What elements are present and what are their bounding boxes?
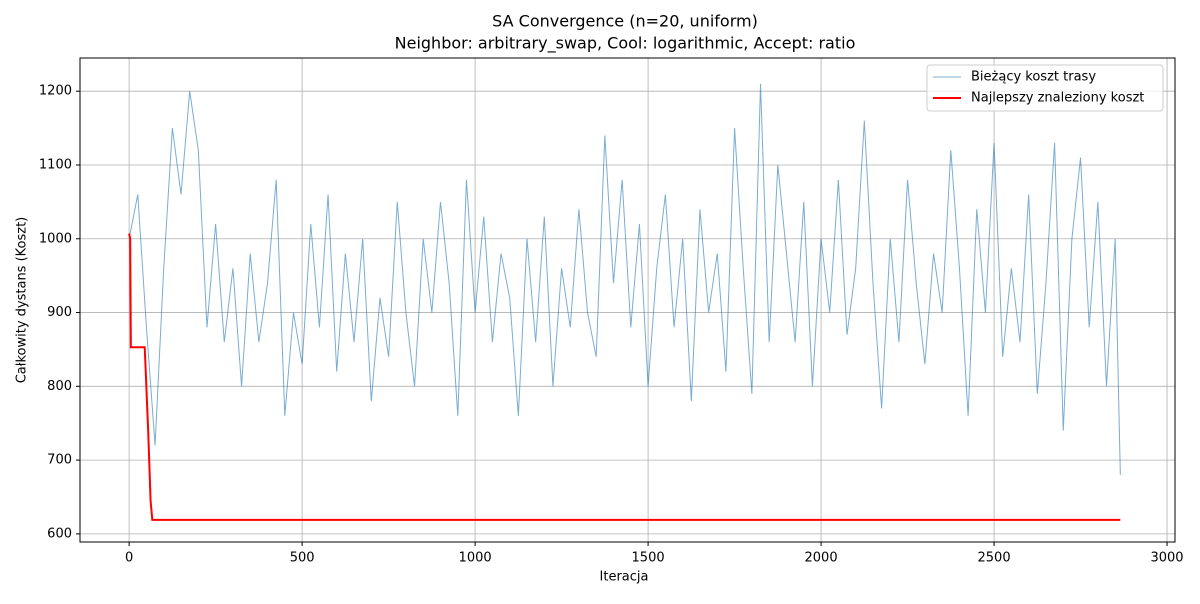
x-tick-label: 1000 bbox=[459, 551, 492, 566]
series-line bbox=[128, 233, 1121, 521]
series-line bbox=[128, 83, 1121, 475]
x-tick-label: 1500 bbox=[632, 551, 665, 566]
y-tick-label: 1100 bbox=[39, 157, 72, 172]
chart-subtitle: Neighbor: arbitrary_swap, Cool: logarith… bbox=[395, 34, 856, 54]
chart-title: SA Convergence (n=20, uniform) bbox=[492, 12, 758, 31]
y-tick-label: 1000 bbox=[39, 231, 72, 246]
y-tick-label: 600 bbox=[47, 526, 72, 541]
plot-frame bbox=[79, 57, 1176, 543]
legend-box bbox=[926, 64, 1164, 112]
x-tick-label: 500 bbox=[290, 551, 315, 566]
x-tick-label: 2500 bbox=[978, 551, 1011, 566]
y-tick-label: 800 bbox=[47, 379, 72, 394]
x-tick-label: 0 bbox=[125, 551, 133, 566]
y-axis-label: Całkowity dystans (Koszt) bbox=[15, 217, 30, 384]
y-tick-label: 900 bbox=[47, 305, 72, 320]
x-axis-label: Iteracja bbox=[600, 570, 649, 585]
x-tick-label: 3000 bbox=[1150, 551, 1183, 566]
legend-label: Najlepszy znaleziony koszt bbox=[971, 91, 1144, 106]
x-tick-label: 2000 bbox=[805, 551, 838, 566]
y-tick-label: 700 bbox=[47, 453, 72, 468]
y-tick-label: 1200 bbox=[39, 84, 72, 99]
legend-label: Bieżący koszt trasy bbox=[971, 70, 1096, 85]
